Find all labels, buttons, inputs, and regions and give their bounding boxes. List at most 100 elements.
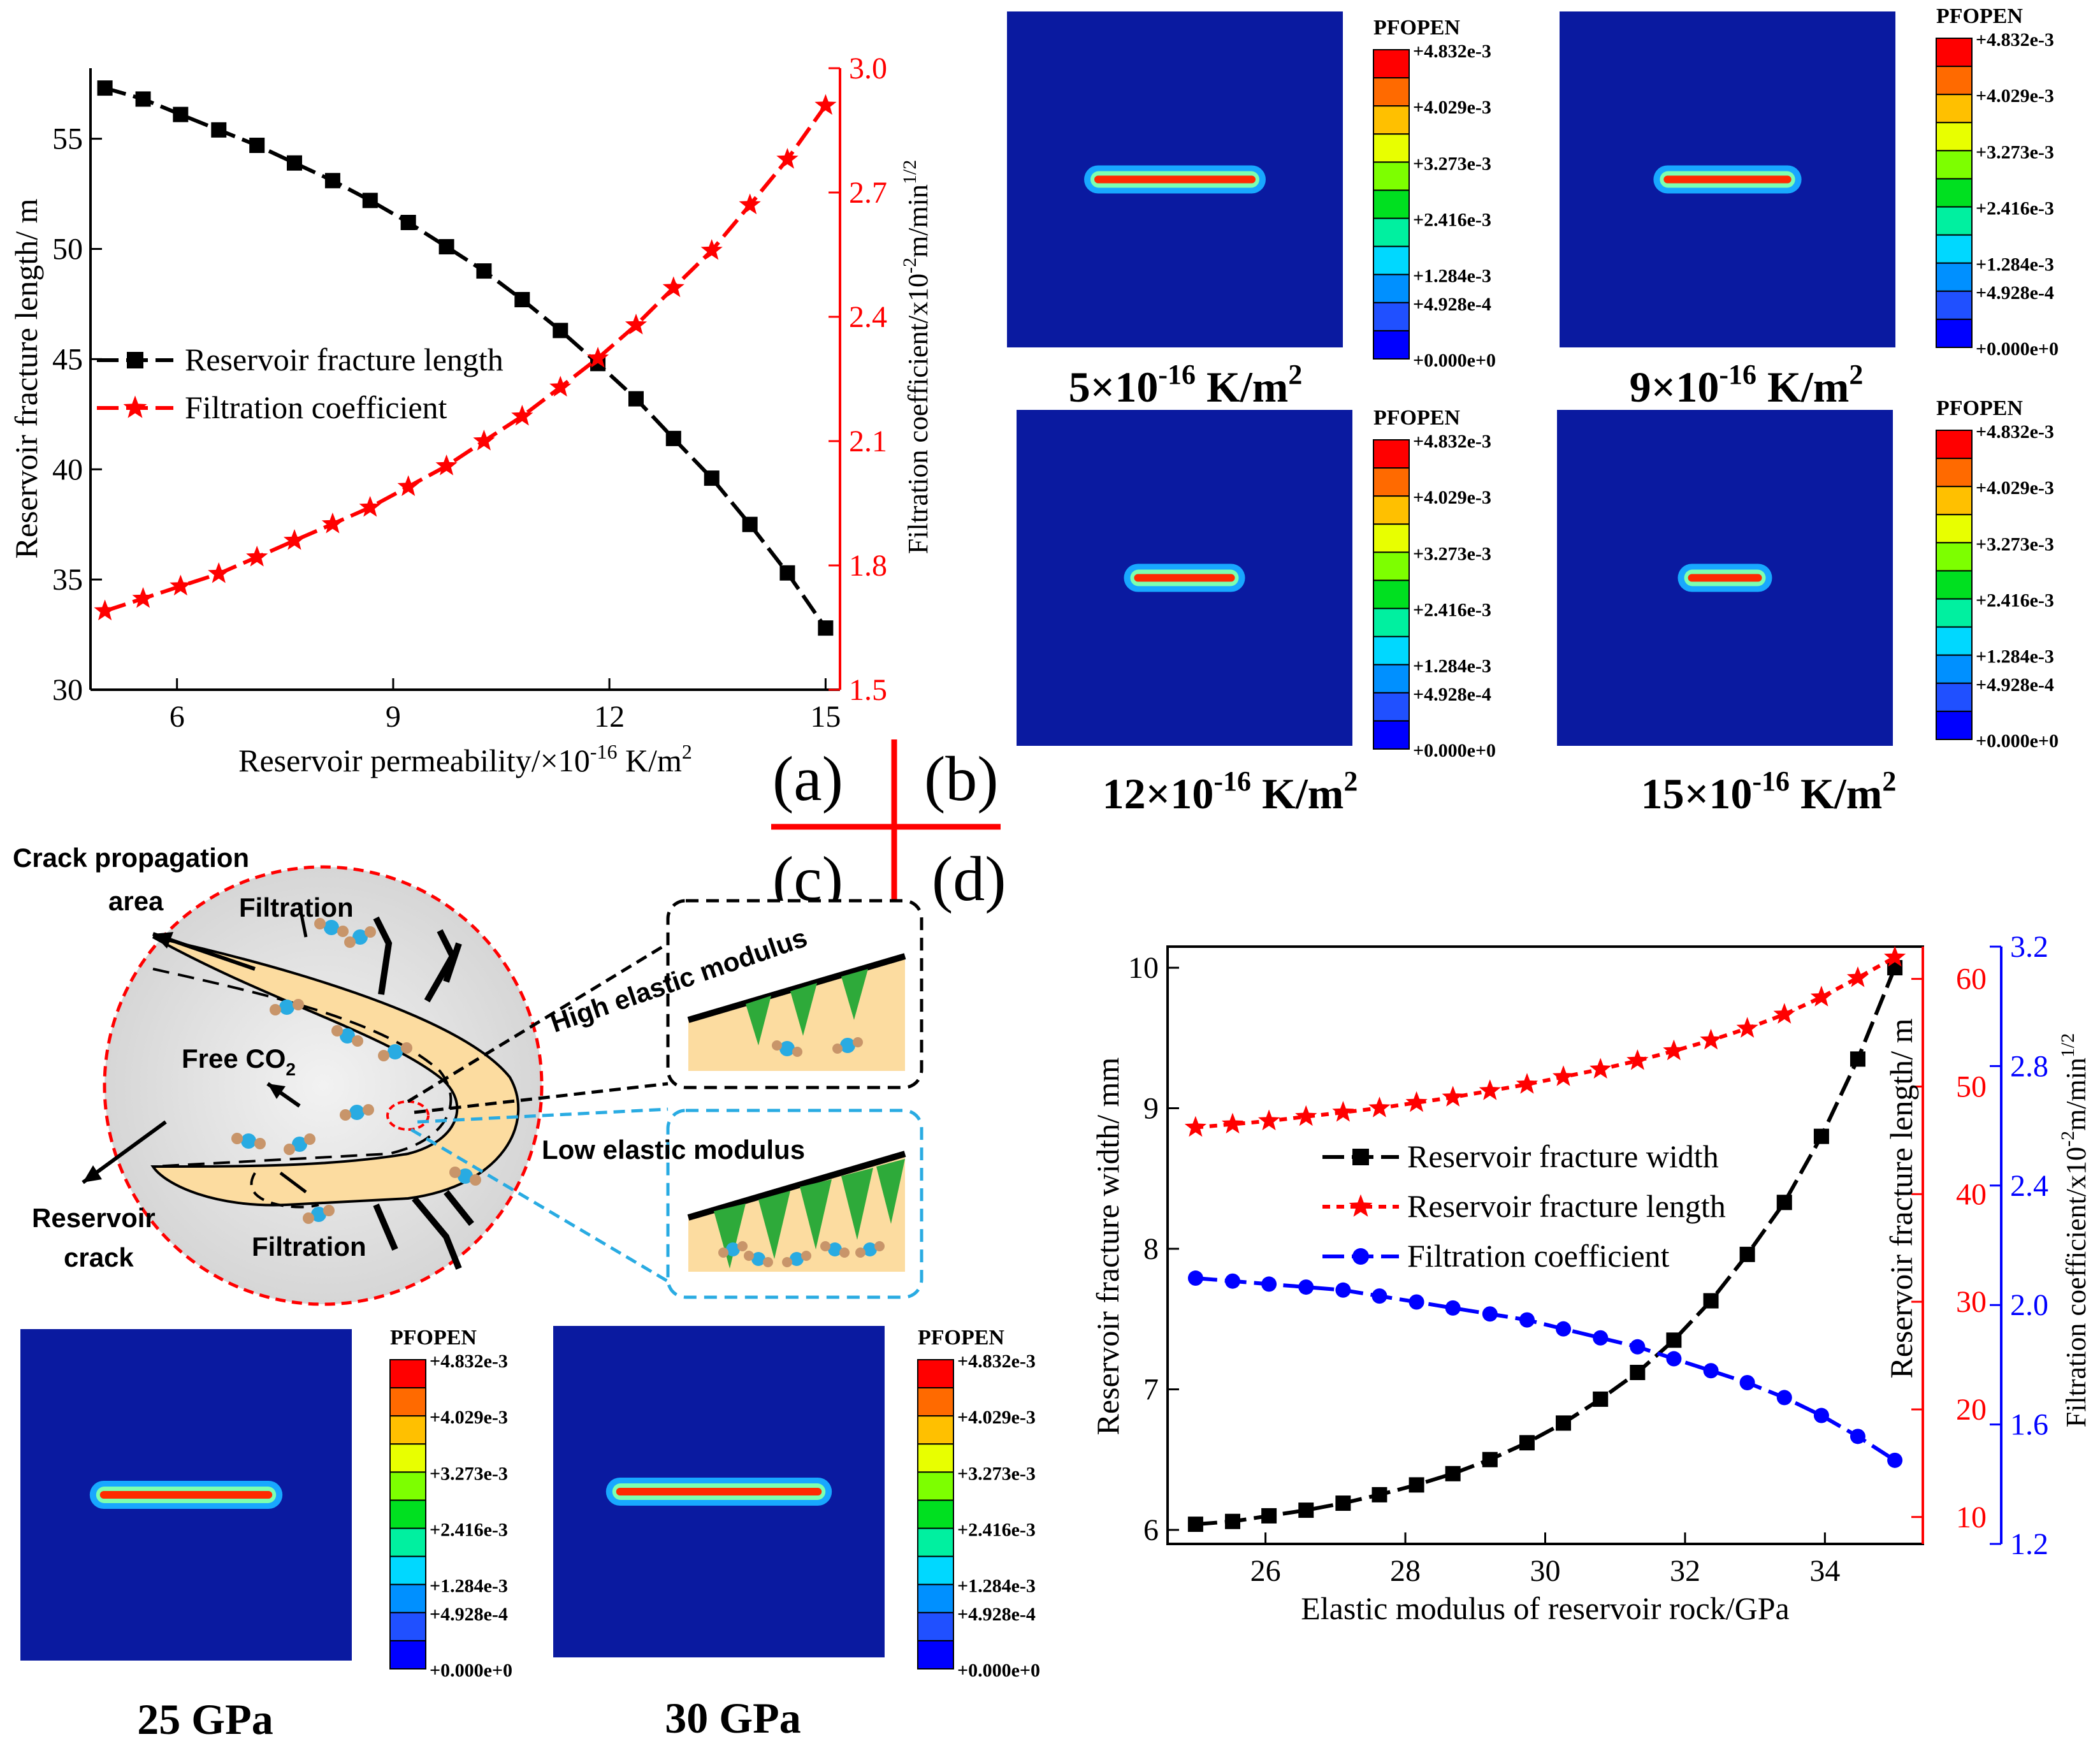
y-tick-label: 30 (52, 673, 83, 707)
legend-band (1936, 654, 1973, 684)
label-part: -2 (899, 258, 920, 273)
legend-value: +0.000e+0 (1976, 338, 2059, 360)
data-point (1405, 1091, 1428, 1112)
data-point (400, 215, 416, 231)
data-point (1552, 1065, 1575, 1086)
legend-title: PFOPEN (1373, 406, 1460, 430)
crack-core (99, 1491, 273, 1499)
legend-value: +1.284e-3 (1976, 254, 2054, 275)
legend-band (917, 1443, 954, 1473)
legend-band (1936, 598, 1973, 628)
legend-band (1373, 467, 1410, 497)
label-part: 30 GPa (665, 1694, 800, 1742)
legend-band (389, 1415, 426, 1445)
y-axis-title-right: Filtration coefficient/x10-2m/min1/2 (2057, 1033, 2092, 1428)
data-point (97, 80, 113, 96)
panel-label-b: (b) (924, 743, 999, 814)
legend-band (1936, 318, 1973, 348)
legend-band (917, 1611, 954, 1641)
legend-value: +1.284e-3 (1413, 266, 1491, 287)
data-point (1773, 1003, 1795, 1024)
data-point (1295, 1105, 1317, 1126)
legend-marker (1349, 1194, 1373, 1217)
legend-band (1936, 570, 1973, 600)
x-axis-title: Elastic modulus of reservoir rock/GPa (1301, 1590, 1789, 1626)
data-point (94, 599, 116, 621)
legend-band (1373, 49, 1410, 79)
legend-band (917, 1359, 954, 1389)
label-part: Reservoir permeability/×10 (238, 743, 590, 778)
label-part: 2 (1882, 766, 1896, 797)
legend-value: +3.273e-3 (957, 1463, 1036, 1484)
data-point (1261, 1276, 1277, 1292)
legend-band (917, 1387, 954, 1417)
data-point (1846, 966, 1869, 987)
legend-band (917, 1583, 954, 1613)
y-tick-label: 50 (52, 233, 83, 266)
legend-value: +2.416e-3 (430, 1520, 508, 1541)
data-point (1408, 1294, 1424, 1310)
y-axis-title-mid: Reservoir fracture length/ m (1883, 1018, 1919, 1378)
label-part: 1/2 (2057, 1033, 2078, 1058)
data-point (739, 193, 761, 215)
legend-marker (127, 352, 143, 368)
legend-value: +1.284e-3 (1413, 656, 1491, 677)
label-part: K/m (617, 743, 682, 778)
data-point (1589, 1058, 1612, 1079)
data-point (1225, 1273, 1241, 1289)
y-axis-title-left: Reservoir fracture width/ mm (1090, 1057, 1126, 1435)
legend-value: +4.928e-4 (1976, 282, 2054, 303)
label-part: K/m (1790, 769, 1882, 818)
data-point (1332, 1101, 1354, 1122)
data-point (1630, 1365, 1646, 1381)
legend-band (389, 1611, 426, 1641)
legend-value: +0.000e+0 (1413, 740, 1496, 761)
data-point (1442, 1086, 1464, 1107)
data-point (1666, 1351, 1682, 1367)
data-point (1479, 1079, 1501, 1100)
crack-dashed-bottom (250, 1172, 319, 1209)
x-tick-label: 32 (1670, 1554, 1700, 1588)
data-point (1516, 1073, 1539, 1094)
data-point (1556, 1321, 1572, 1337)
legend-value: +1.284e-3 (1976, 646, 2054, 667)
data-point (1298, 1502, 1314, 1518)
label-part: 2 (1343, 766, 1358, 797)
data-point (704, 470, 720, 486)
label-part: 25 GPa (137, 1695, 273, 1743)
data-point (211, 122, 227, 138)
legend-band (917, 1415, 954, 1445)
label-part: K/m (1251, 769, 1343, 818)
label-part: -16 (1719, 359, 1756, 390)
label-part: -16 (1752, 766, 1790, 797)
y-tick-label-mid: 40 (1956, 1177, 1987, 1211)
y-tick-label: 55 (52, 122, 83, 156)
x-tick-label: 6 (170, 700, 185, 734)
label-part: K/m (1756, 363, 1849, 411)
legend-title: PFOPEN (1936, 396, 2023, 420)
legend-band (1373, 720, 1410, 750)
legend-band (1936, 262, 1973, 292)
data-point (1884, 945, 1906, 967)
data-point (283, 529, 306, 550)
legend-band (1936, 206, 1973, 236)
legend-value: +4.029e-3 (957, 1407, 1036, 1428)
label-part: 9×10 (1630, 363, 1720, 411)
y-tick-label-right: 1.5 (849, 673, 887, 707)
legend-marker (1352, 1149, 1369, 1165)
data-point (586, 347, 609, 368)
data-point (1519, 1435, 1535, 1451)
crack-dashed-front (152, 968, 453, 1168)
label-part: -16 (1158, 359, 1196, 390)
y-tick-label: 6 (1143, 1513, 1159, 1547)
data-point (1887, 1452, 1903, 1468)
y-tick-label-mid: 10 (1956, 1501, 1987, 1534)
data-point (742, 516, 758, 532)
data-point (1593, 1391, 1609, 1407)
y-tick-label-mid: 60 (1956, 963, 1987, 996)
data-point (553, 323, 568, 338)
data-point (776, 148, 799, 169)
legend-band (1373, 439, 1410, 469)
x-tick-label: 28 (1390, 1554, 1421, 1588)
